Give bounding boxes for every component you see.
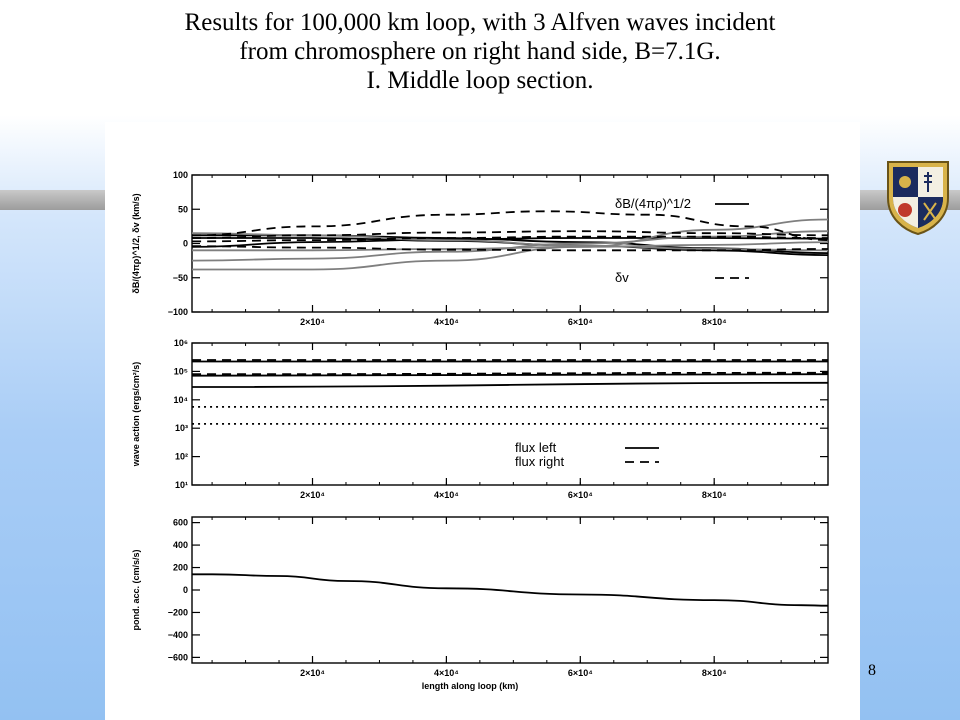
chart-2-legend-label-2: flux right <box>515 454 565 469</box>
chart-1-xtick-label: 8×10⁴ <box>702 317 727 327</box>
chart-3-ytick-label: −200 <box>168 607 188 617</box>
chart-1-series-8 <box>192 210 828 241</box>
chart-3-series-1 <box>192 573 828 607</box>
chart-2-legend-label-1: flux left <box>515 440 557 455</box>
plot-figure: 2×10⁴ 4×10⁴ 6×10⁴ 8×10⁴ −100 −50 0 50 100 δB/(4πρ… <box>131 170 829 691</box>
chart-3-ytick-label: 0 <box>183 585 188 595</box>
chart-2-xtick-label: 2×10⁴ <box>300 490 325 500</box>
chart-3-xtick-label: 8×10⁴ <box>702 668 727 678</box>
university-crest-icon <box>884 158 952 236</box>
slide-title-line-2: from chromosphere on right hand side, B=… <box>239 38 721 65</box>
chart-3-xtick-label: 6×10⁴ <box>568 668 593 678</box>
chart-1-xtick-label: 6×10⁴ <box>568 317 593 327</box>
chart-1-series-10 <box>192 235 828 243</box>
chart-1-series-6 <box>192 241 828 252</box>
slide-title: Results for 100,000 km loop, with 3 Alfv… <box>0 8 960 95</box>
chart-3-ylabel: pond. acc. (cm/s/s) <box>131 549 141 630</box>
chart-1-xtick-label: 4×10⁴ <box>434 317 459 327</box>
chart-1-legend-label-2: δv <box>615 270 629 285</box>
chart-2-ytick-label: 10⁶ <box>174 338 188 348</box>
slide-title-line-1: Results for 100,000 km loop, with 3 Alfv… <box>184 9 776 36</box>
chart-1-ytick-label: 100 <box>173 170 188 180</box>
chart-1-series-7 <box>192 232 828 252</box>
chart-2-axes-frame <box>191 342 829 486</box>
chart-1-ytick-label: 50 <box>178 204 188 214</box>
chart-2-series-3 <box>192 373 828 377</box>
chart-1-ytick-label: −50 <box>173 273 188 283</box>
chart-1-ylabel: δB/(4πρ)^1/2, δv (km/s) <box>131 193 141 293</box>
chart-3-axes-frame <box>191 516 829 664</box>
chart-3-ytick-label: −400 <box>168 630 188 640</box>
chart-2-series-4 <box>192 371 828 376</box>
chart-1-ytick-label: −100 <box>168 307 188 317</box>
chart-1-series-9 <box>192 230 828 239</box>
chart-3-ytick-label: 600 <box>173 518 188 528</box>
chart-2-ytick-label: 10⁴ <box>174 395 188 405</box>
chart-3-xlabel: length along loop (km) <box>422 681 519 691</box>
slide-title-line-3: I. Middle loop section. <box>366 67 594 94</box>
chart-1-series-11 <box>192 245 828 252</box>
chart-2-ytick-label: 10¹ <box>175 480 188 490</box>
chart-2-xtick-label: 8×10⁴ <box>702 490 727 500</box>
chart-2-ytick-label: 10² <box>175 452 188 462</box>
slide-number: 8 <box>868 662 876 679</box>
chart-2-series-5 <box>192 381 828 388</box>
chart-2-xtick-label: 4×10⁴ <box>434 490 459 500</box>
chart-2-ylabel: wave action (ergs/cm²/s) <box>131 362 141 468</box>
chart-2-ytick-label: 10⁵ <box>174 366 188 376</box>
chart-3-xtick-label: 2×10⁴ <box>300 668 325 678</box>
chart-1-legend-label-1: δB/(4πρ)^1/2 <box>615 196 691 211</box>
chart-3-ytick-label: 400 <box>173 540 188 550</box>
chart-2-ytick-label: 10³ <box>175 423 188 433</box>
chart-1-series-4 <box>192 218 828 271</box>
chart-3-ytick-label: −600 <box>168 652 188 662</box>
chart-1-ytick-label: 0 <box>183 239 188 249</box>
chart-3-xtick-label: 4×10⁴ <box>434 668 459 678</box>
chart-1-xtick-label: 2×10⁴ <box>300 317 325 327</box>
chart-1-series-3 <box>192 237 828 248</box>
chart-2-xtick-label: 6×10⁴ <box>568 490 593 500</box>
chart-3-ytick-label: 200 <box>173 563 188 573</box>
plot-panel: 2×10⁴ 4×10⁴ 6×10⁴ 8×10⁴ −100 −50 0 50 100 δB/(4πρ… <box>105 122 860 720</box>
